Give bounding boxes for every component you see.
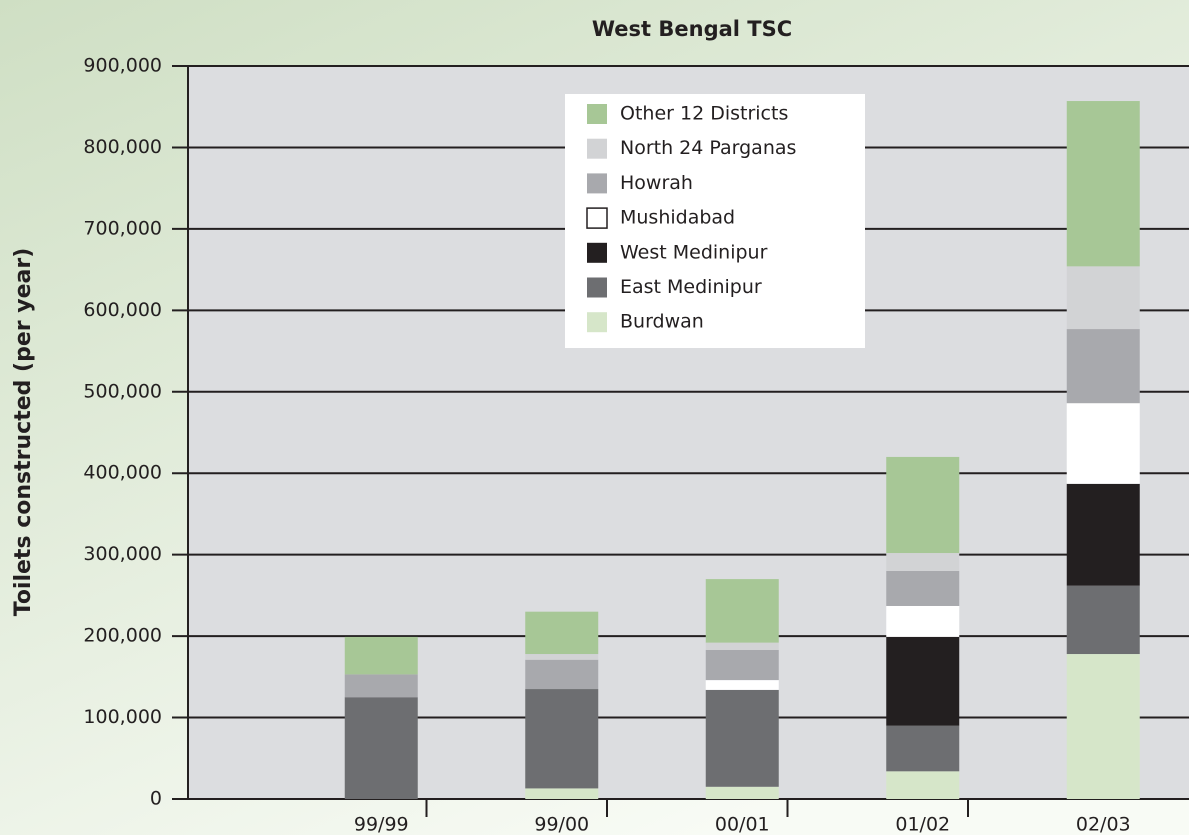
legend-swatch — [587, 242, 607, 263]
bar-segment — [886, 725, 960, 772]
legend-label: North 24 Parganas — [620, 137, 796, 159]
bar-segment — [1066, 483, 1140, 586]
legend-swatch — [587, 104, 607, 124]
bar-segment — [705, 642, 779, 650]
legend-label: Mushidabad — [620, 207, 735, 229]
chart-title: West Bengal TSC — [592, 17, 792, 41]
y-tick-label: 400,000 — [83, 462, 162, 484]
bar-segment — [886, 570, 960, 606]
y-tick-label: 500,000 — [83, 380, 162, 402]
legend-label: Burdwan — [620, 311, 704, 333]
bar-segment — [1066, 329, 1140, 404]
bar-segment — [1066, 654, 1140, 799]
legend-swatch — [587, 277, 607, 298]
legend-swatch — [587, 173, 607, 194]
legend-label: East Medinipur — [620, 276, 762, 298]
bar-segment — [886, 771, 960, 799]
bar-segment — [705, 579, 779, 643]
bar-segment — [344, 697, 418, 799]
bar-segment — [525, 611, 599, 655]
y-tick-label: 200,000 — [83, 625, 162, 647]
bar-segment — [705, 680, 779, 690]
y-tick-label: 900,000 — [83, 55, 162, 77]
bar-segment — [886, 605, 960, 637]
y-tick-label: 800,000 — [83, 136, 162, 158]
legend-box — [565, 94, 865, 348]
bar-segment — [1066, 585, 1140, 655]
x-tick-label: 99/99 — [354, 814, 409, 836]
legend-swatch — [587, 138, 607, 159]
bar-segment — [886, 456, 960, 554]
y-tick-label: 600,000 — [83, 299, 162, 321]
bar-segment — [525, 788, 599, 799]
bar-segment — [344, 674, 418, 698]
bar-segment — [525, 659, 599, 690]
y-tick-label: 100,000 — [83, 706, 162, 728]
bar-segment — [886, 553, 960, 571]
bar-segment — [1066, 101, 1140, 267]
y-tick-label: 700,000 — [83, 217, 162, 239]
y-tick-label: 0 — [150, 788, 162, 810]
x-tick-label: 01/02 — [895, 814, 950, 836]
bar-segment — [1066, 403, 1140, 484]
y-tick-label: 300,000 — [83, 543, 162, 565]
bar-segment — [525, 654, 599, 660]
bar-segment — [525, 689, 599, 789]
bar-segment — [705, 786, 779, 799]
legend-swatch — [586, 207, 608, 229]
bar-segment — [886, 636, 960, 726]
bar-segment — [344, 636, 418, 675]
x-tick-label: 02/03 — [1076, 814, 1131, 836]
legend-label: Howrah — [620, 172, 693, 194]
bar-segment — [705, 649, 779, 681]
legend-swatch — [587, 312, 607, 333]
x-tick-label: 00/01 — [715, 814, 770, 836]
x-tick-label: 99/00 — [534, 814, 589, 836]
legend-label: West Medinipur — [620, 241, 768, 263]
bar-segment — [705, 689, 779, 787]
legend-label: Other 12 Districts — [620, 103, 788, 125]
y-axis-label: Toilets constructed (per year) — [11, 248, 36, 617]
bar-segment — [1066, 266, 1140, 330]
